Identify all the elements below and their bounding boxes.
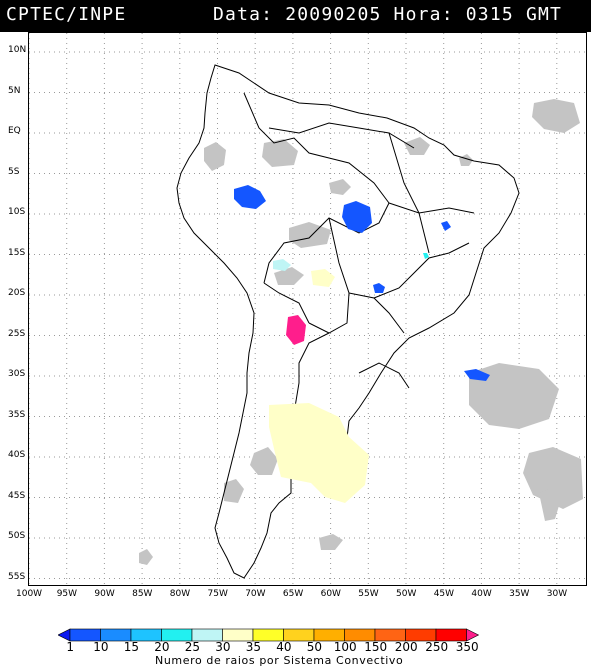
colorbar-right-arrow	[466, 628, 480, 642]
longitude-label: 50W	[396, 589, 417, 599]
longitude-label: 95W	[56, 589, 78, 599]
longitude-label: 60W	[320, 589, 341, 599]
colorbar-tick-label: 50	[306, 640, 323, 654]
latitude-label: EQ	[8, 126, 21, 136]
system-blue-1	[234, 185, 266, 209]
colorbar-tick-label: 25	[184, 640, 201, 654]
longitude-label: 45W	[433, 589, 455, 599]
colorbar-tick-label: 350	[455, 640, 479, 654]
longitude-label: 85W	[132, 589, 153, 599]
longitude-label: 30W	[546, 589, 568, 599]
latitude-label: 5S	[8, 166, 20, 177]
colorbar-tick-label: 40	[276, 640, 292, 654]
latitude-label: 45S	[8, 490, 26, 501]
map-canvas	[29, 33, 586, 585]
longitude-label: 35W	[509, 589, 530, 599]
colorbar-tick-label: 15	[123, 640, 140, 654]
system-lightyellow-2	[269, 403, 369, 503]
system-lightcyan-1	[273, 259, 291, 271]
longitude-label: 65W	[282, 589, 304, 599]
latitude-label: 55S	[8, 571, 26, 582]
longitude-label: 40W	[471, 589, 492, 599]
cloud-cover	[139, 99, 583, 565]
latitude-label: 10N	[8, 45, 27, 55]
colorbar-tick-label: 30	[215, 640, 231, 654]
map-area	[28, 32, 587, 586]
system-magenta-1	[286, 315, 306, 345]
longitude-label: 80W	[169, 589, 191, 599]
latitude-label: 35S	[8, 409, 26, 420]
convective-systems	[234, 185, 490, 503]
system-blue-5	[441, 221, 451, 231]
colorbar	[58, 628, 480, 642]
longitude-label: 90W	[94, 589, 115, 599]
source-title: CPTEC/INPE	[6, 4, 127, 25]
colorbar-tick-label: 100	[333, 640, 357, 654]
system-blue-2	[342, 201, 372, 233]
longitude-label: 75W	[207, 589, 228, 599]
latitude-label: 50S	[8, 531, 26, 541]
colorbar-tick-label: 150	[364, 640, 388, 654]
date-time-title: Data: 20090205 Hora: 0315 GMT	[213, 4, 563, 25]
colorbar-tick-label: 250	[425, 640, 449, 654]
latitude-label: 30S	[8, 369, 26, 379]
longitude-label: 100W	[16, 589, 43, 599]
system-cyan-1	[423, 253, 429, 259]
latitude-label: 10S	[8, 207, 26, 217]
longitude-label: 55W	[358, 589, 379, 599]
latitude-label: 40S	[8, 450, 26, 460]
latitude-label: 20S	[8, 288, 26, 298]
latitude-label: 25S	[8, 328, 26, 339]
system-lightyellow-1	[311, 269, 335, 287]
colorbar-tick-label: 35	[245, 640, 262, 654]
latitude-label: 15S	[8, 247, 26, 258]
colorbar-tick-label: 200	[394, 640, 418, 654]
colorbar-tick-label: 20	[154, 640, 170, 654]
south-america-coastline	[176, 64, 520, 579]
longitude-label: 70W	[245, 589, 266, 599]
system-blue-3	[373, 283, 385, 293]
legend-title: Numero de raios por Sistema Convectivo	[155, 654, 404, 667]
system-blue-4	[464, 369, 490, 381]
colorbar-tick-label: 1	[66, 640, 75, 654]
latitude-label: 5N	[8, 85, 21, 96]
graticule	[29, 33, 586, 585]
coastlines-and-borders	[176, 64, 520, 579]
colorbar-tick-label: 10	[93, 640, 109, 654]
map-header: CPTEC/INPE Data: 20090205 Hora: 0315 GMT	[0, 0, 591, 32]
